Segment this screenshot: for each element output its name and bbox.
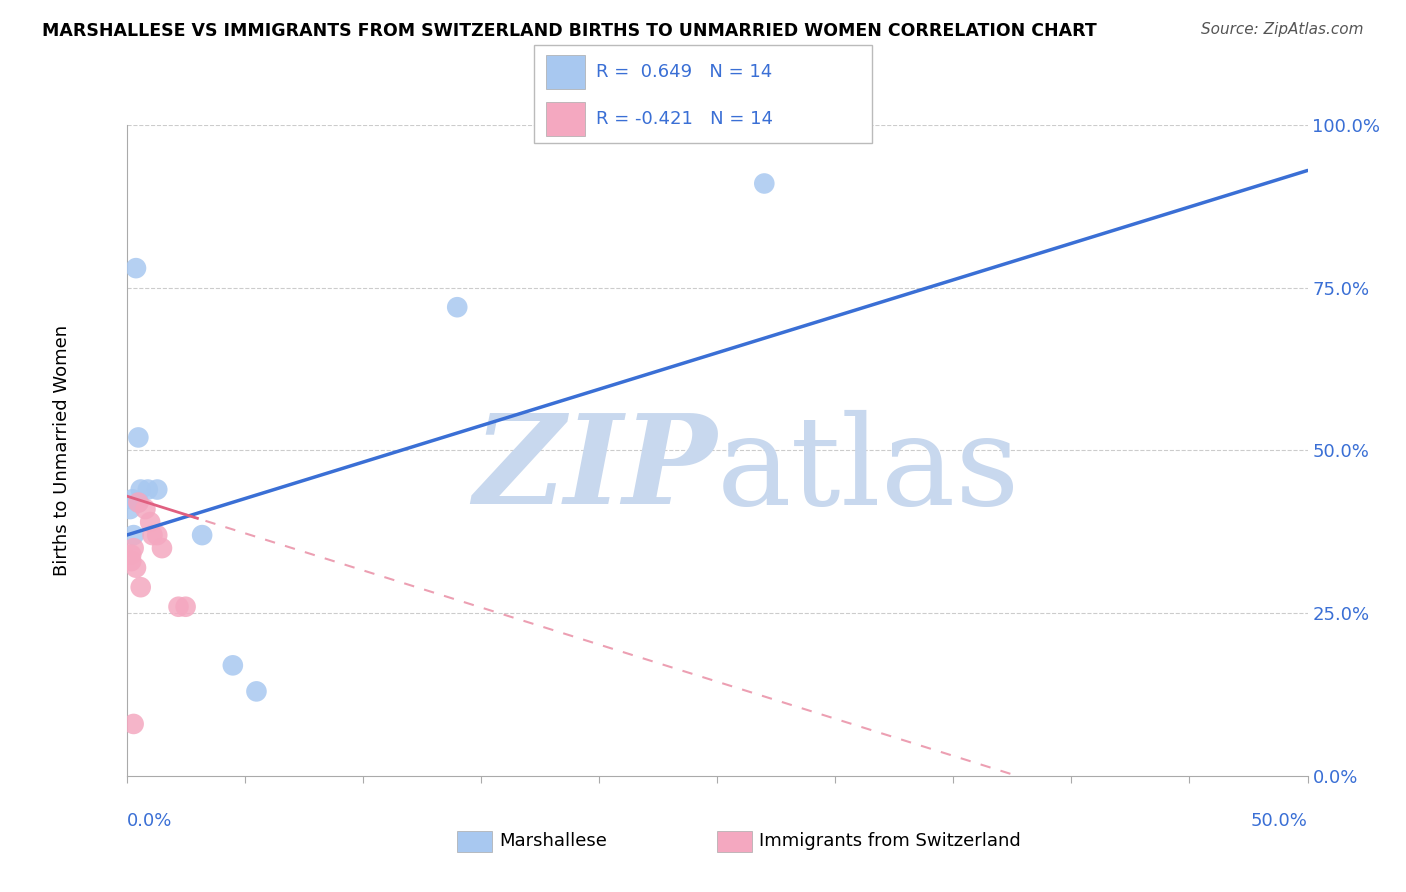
Point bbox=[245, 684, 267, 698]
Point bbox=[127, 430, 149, 444]
Point bbox=[127, 495, 149, 509]
Text: R = -0.421   N = 14: R = -0.421 N = 14 bbox=[596, 110, 773, 128]
Point bbox=[139, 515, 162, 529]
Point bbox=[122, 541, 145, 555]
Point bbox=[122, 528, 145, 542]
Point bbox=[167, 599, 190, 614]
Point bbox=[125, 560, 148, 574]
Point bbox=[129, 580, 152, 594]
Point bbox=[446, 300, 468, 314]
Point bbox=[146, 528, 169, 542]
Text: Source: ZipAtlas.com: Source: ZipAtlas.com bbox=[1201, 22, 1364, 37]
Point bbox=[127, 495, 149, 509]
Text: 50.0%: 50.0% bbox=[1251, 812, 1308, 830]
Point bbox=[146, 483, 169, 497]
Point bbox=[120, 554, 142, 568]
Text: 0.0%: 0.0% bbox=[127, 812, 172, 830]
Point bbox=[120, 502, 142, 516]
Text: Births to Unmarried Women: Births to Unmarried Women bbox=[52, 325, 70, 576]
Point bbox=[122, 717, 145, 731]
Point bbox=[134, 502, 156, 516]
Point bbox=[222, 658, 245, 673]
Text: atlas: atlas bbox=[717, 409, 1021, 531]
Point bbox=[125, 261, 148, 276]
Text: R =  0.649   N = 14: R = 0.649 N = 14 bbox=[596, 63, 772, 81]
Point bbox=[121, 492, 143, 507]
Text: ZIP: ZIP bbox=[474, 409, 717, 531]
Text: MARSHALLESE VS IMMIGRANTS FROM SWITZERLAND BIRTHS TO UNMARRIED WOMEN CORRELATION: MARSHALLESE VS IMMIGRANTS FROM SWITZERLA… bbox=[42, 22, 1097, 40]
Point bbox=[191, 528, 214, 542]
Point bbox=[141, 528, 163, 542]
Text: Immigrants from Switzerland: Immigrants from Switzerland bbox=[759, 832, 1021, 850]
Point bbox=[129, 483, 152, 497]
Point bbox=[120, 548, 142, 562]
Point bbox=[754, 177, 776, 191]
Point bbox=[150, 541, 173, 555]
Point bbox=[136, 483, 159, 497]
Text: Marshallese: Marshallese bbox=[499, 832, 607, 850]
Point bbox=[174, 599, 197, 614]
